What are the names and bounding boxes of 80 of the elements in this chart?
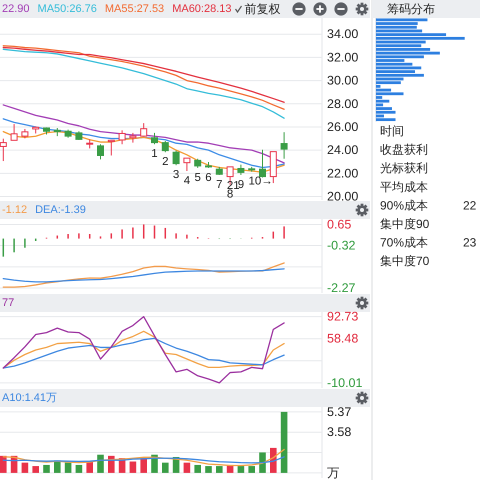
text: 2 (162, 156, 169, 168)
bar (280, 412, 288, 473)
bar (376, 66, 422, 70)
text: 9 (238, 178, 244, 191)
text: 7 (216, 178, 223, 191)
text: MA55:27.53 (104, 3, 164, 15)
bar (22, 462, 28, 473)
bar (76, 464, 82, 473)
data-label: 22 (463, 198, 477, 212)
bar (194, 464, 201, 473)
y-tick-label: -0.32 (327, 238, 356, 253)
text: MA50:26.76 (38, 3, 97, 15)
y-tick-label: 5.37 (327, 404, 352, 419)
y-tick-label: 28.00 (327, 96, 358, 111)
y-tick-label: 58.48 (327, 332, 358, 346)
bar (259, 452, 266, 473)
bar (97, 454, 104, 473)
y-tick-label: 34.00 (327, 27, 358, 42)
data-label: 23 (463, 236, 477, 250)
line-series (2, 338, 285, 369)
bar (184, 462, 190, 473)
bar (43, 464, 50, 473)
line-series (2, 262, 285, 288)
line-series (2, 104, 285, 164)
bar (64, 462, 72, 473)
line-series (2, 456, 285, 464)
text: 22.90 (2, 3, 30, 15)
bar (205, 466, 212, 473)
line-series (2, 330, 285, 369)
text: 4 (184, 175, 190, 188)
bar (376, 118, 396, 122)
y-tick-label: 20.00 (327, 190, 358, 204)
text: -1.12 (2, 204, 28, 216)
category-label: 平均成本 (380, 180, 428, 194)
y-tick-label: -2.27 (327, 280, 356, 295)
y-tick-label: 32.00 (327, 50, 358, 64)
line-series (2, 48, 285, 119)
text: 前复权 (244, 2, 281, 16)
category-label: 光标获利 (380, 161, 428, 176)
text: 10→ (248, 176, 273, 188)
bar (248, 466, 255, 473)
category-label: 70%成本 (380, 236, 428, 250)
bar (376, 18, 428, 22)
y-tick-label: 26.00 (327, 120, 358, 134)
y-tick-label: 0.65 (327, 217, 352, 232)
category-label: 收盘获利 (380, 142, 428, 157)
chart-title: 筹码分布 (387, 2, 435, 16)
bar (162, 462, 169, 473)
bar (130, 462, 136, 473)
bar (376, 107, 392, 110)
text: A10:1.41万 (2, 392, 58, 404)
text: 3 (172, 169, 180, 182)
y-tick-label: 30.00 (327, 74, 358, 88)
y-tick-label: 万 (327, 466, 340, 480)
category-label: 集中度90 (380, 217, 430, 231)
text: 6 (205, 172, 212, 184)
y-tick-label: -10.01 (327, 376, 362, 390)
text: 5 (194, 172, 201, 184)
y-tick-label: 24.00 (327, 143, 358, 158)
y-tick-label: 92.73 (327, 310, 358, 324)
line-series (2, 316, 285, 384)
bar (140, 458, 147, 473)
category-label: 集中度70 (380, 254, 430, 268)
bar (376, 100, 390, 103)
y-tick-label: 22.00 (327, 166, 358, 180)
bar (376, 81, 401, 84)
bar (238, 466, 244, 473)
bar (376, 52, 440, 55)
text: 21 8 (226, 180, 240, 201)
text: 77 (2, 297, 14, 309)
text: 1 (151, 148, 158, 160)
text: DEA:-1.39 (35, 204, 86, 216)
bar (32, 466, 39, 473)
category-label: 90%成本 (380, 198, 428, 212)
line-series (2, 448, 285, 466)
line-series (2, 268, 285, 283)
category-label: 时间 (380, 124, 404, 138)
y-tick-label: 3.58 (327, 425, 352, 440)
bar (216, 466, 223, 473)
text: MA60:28.13 (172, 3, 232, 15)
